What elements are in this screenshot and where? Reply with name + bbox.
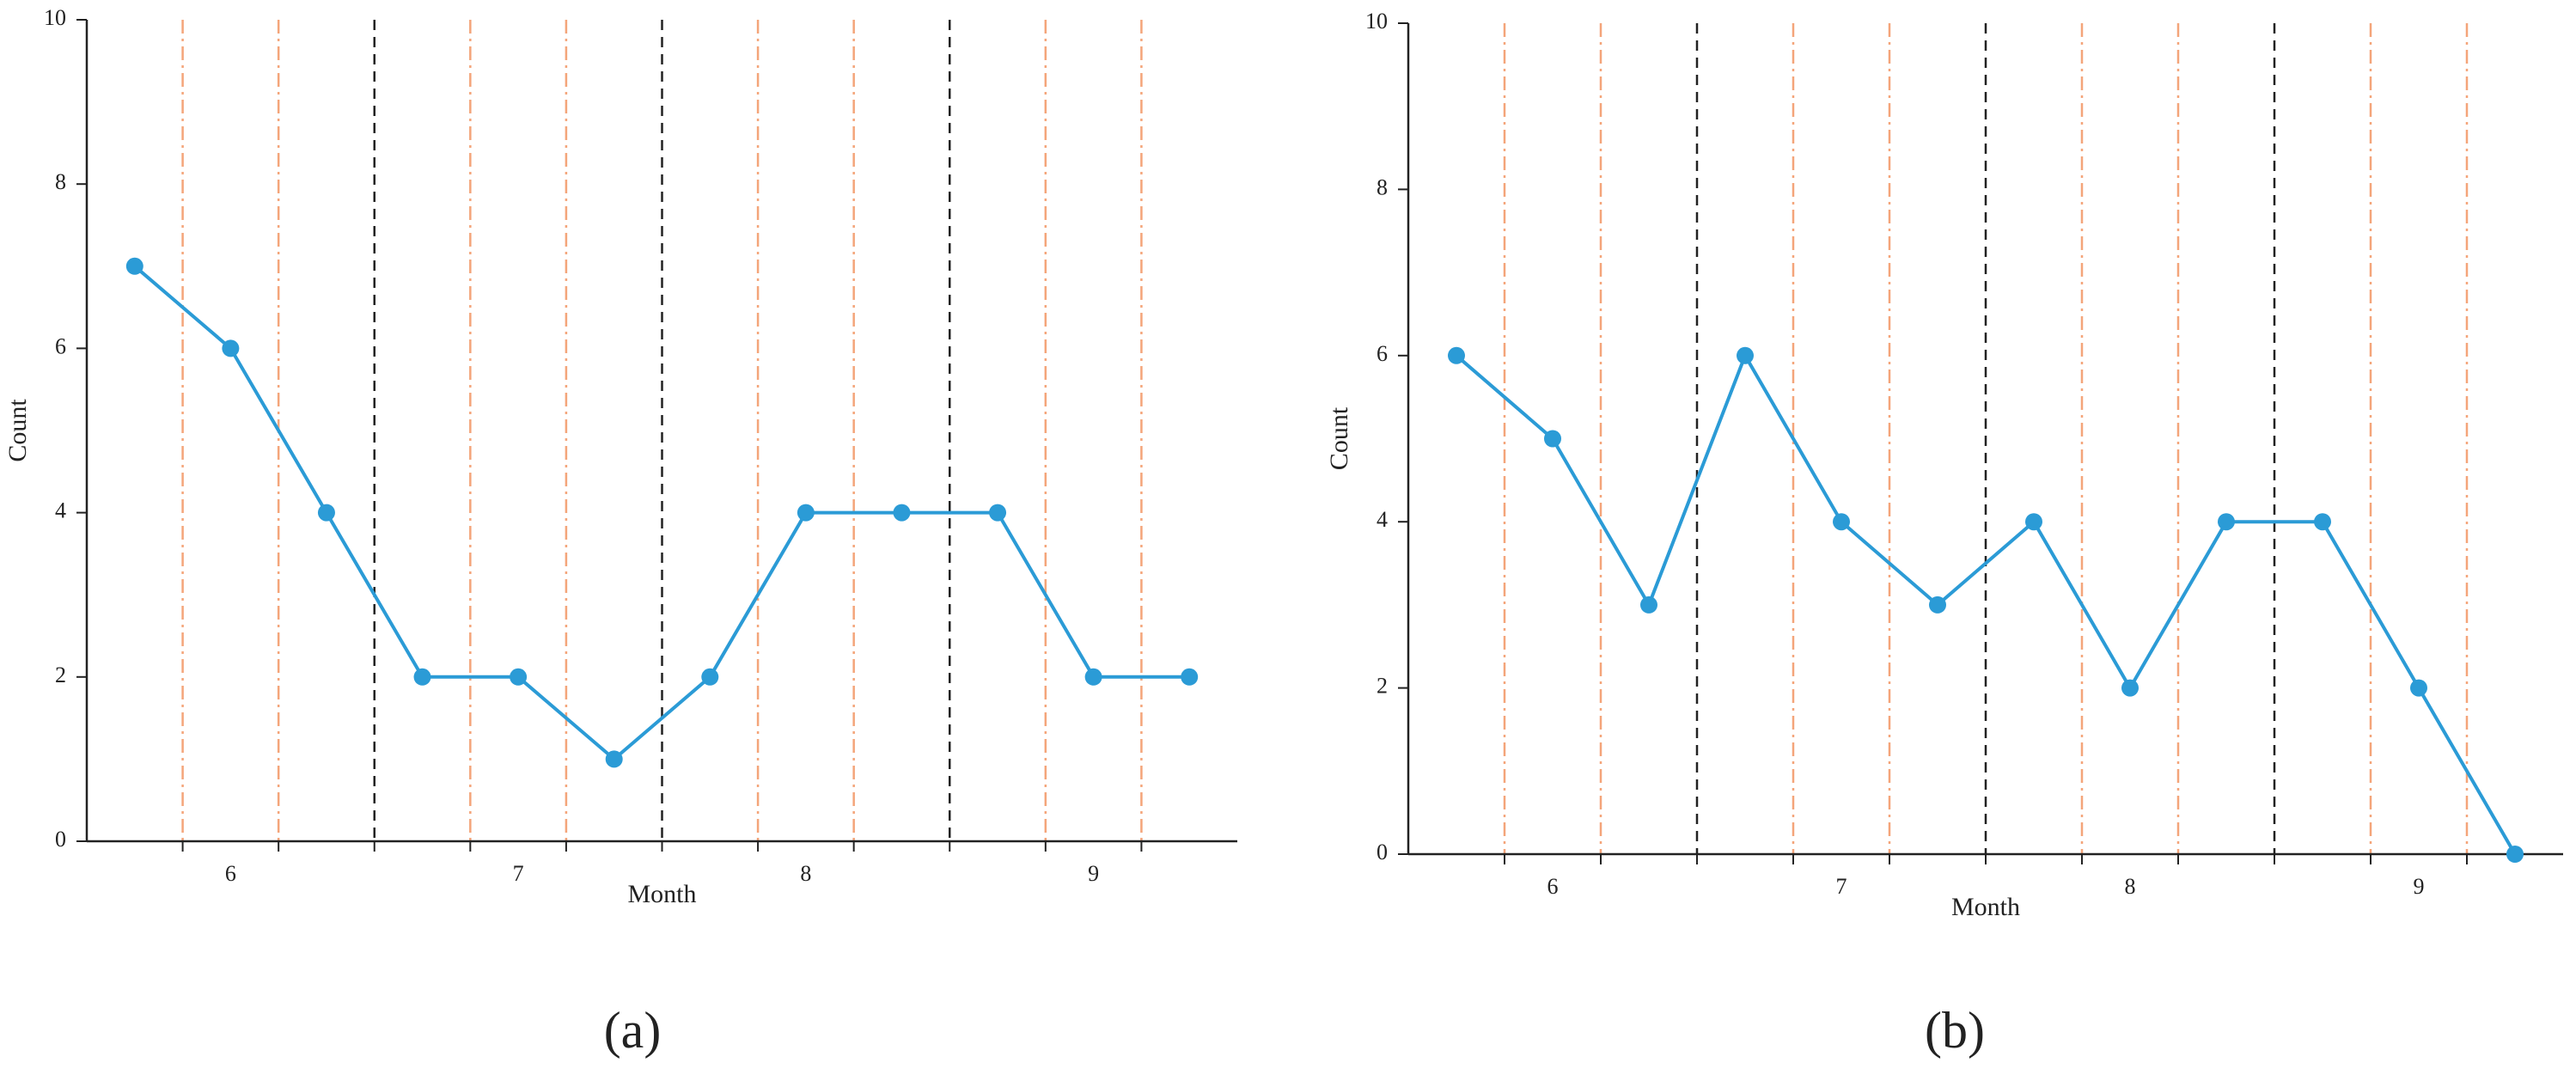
data-point — [701, 668, 719, 686]
data-point — [317, 504, 335, 522]
x-tick-label: 7 — [513, 861, 524, 886]
data-point — [2025, 513, 2042, 531]
chart-panel: 0 2 4 6 8 10 6 7 8 9 Month Count (a) — [3, 5, 1237, 1059]
x-axis-label: Month — [627, 880, 696, 908]
y-tick-label: 8 — [55, 169, 66, 194]
y-axis-label: Count — [1325, 406, 1353, 470]
x-tick-label: 9 — [1088, 861, 1099, 886]
y-tick-label: 10 — [44, 5, 66, 30]
data-point — [1544, 430, 1561, 448]
data-point — [1833, 513, 1850, 531]
y-tick-label: 0 — [55, 827, 66, 852]
y-tick-label: 2 — [1377, 674, 1388, 699]
data-point — [222, 339, 240, 357]
data-point — [2121, 679, 2139, 697]
data-point — [2410, 679, 2427, 697]
data-point — [1929, 595, 1946, 614]
y-tick-label: 0 — [1377, 840, 1388, 864]
data-point — [1737, 346, 1754, 364]
y-tick-label: 10 — [1365, 9, 1388, 34]
x-tick-label: 6 — [225, 861, 236, 886]
data-point — [510, 668, 528, 686]
y-tick-label: 4 — [55, 498, 66, 523]
y-axis-label: Count — [3, 399, 32, 462]
data-point — [2218, 513, 2235, 531]
panel-label: (a) — [604, 1002, 662, 1059]
x-tick-label: 9 — [2414, 874, 2425, 899]
data-point — [989, 504, 1007, 522]
y-tick-label: 4 — [1377, 507, 1388, 532]
x-tick-label: 6 — [1547, 874, 1559, 899]
y-tick-label: 8 — [1377, 174, 1388, 199]
x-tick-label: 7 — [1836, 874, 1847, 899]
data-point — [893, 504, 911, 522]
x-axis-label: Month — [1951, 893, 2020, 921]
data-point — [2314, 513, 2331, 531]
y-tick-label: 2 — [55, 663, 66, 687]
data-point — [2506, 846, 2524, 863]
series-line — [1455, 351, 2517, 856]
data-point — [1084, 668, 1102, 686]
panel-label: (b) — [1925, 1002, 1985, 1059]
chart-panel: 0 2 4 6 8 10 6 7 8 9 Month Count (b) — [1325, 9, 2563, 1059]
data-point — [413, 668, 431, 686]
y-tick-label: 6 — [55, 333, 66, 358]
series-line — [133, 265, 1190, 762]
x-tick-label: 8 — [800, 861, 811, 886]
data-point — [1448, 346, 1465, 364]
x-tick-label: 8 — [2125, 874, 2136, 899]
data-point — [125, 257, 143, 275]
data-point — [1181, 668, 1199, 686]
data-point — [605, 750, 623, 768]
data-point — [797, 504, 815, 522]
data-point — [1640, 595, 1657, 614]
y-tick-label: 6 — [1377, 341, 1388, 366]
